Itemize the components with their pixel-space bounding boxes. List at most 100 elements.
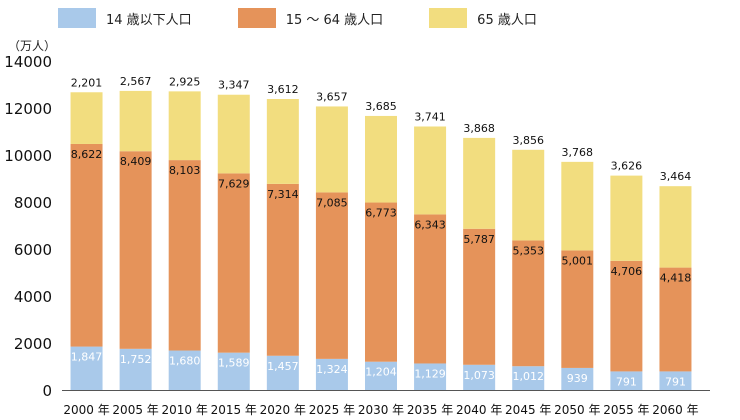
data-label-under-14: 1,847 xyxy=(71,351,103,364)
data-label-15-64: 8,409 xyxy=(120,155,152,168)
y-axis-unit-label: （万人） xyxy=(8,39,56,53)
bar-segment xyxy=(315,358,348,390)
data-label-under-14: 1,204 xyxy=(365,366,397,379)
bar-segment xyxy=(414,126,447,215)
bar-segment xyxy=(610,260,643,372)
y-tick-label: 0 xyxy=(42,382,52,400)
y-tick-label: 8000 xyxy=(14,194,52,212)
legend-swatch-15-64 xyxy=(237,8,276,28)
data-label-65-plus: 3,347 xyxy=(218,79,250,92)
bar-segment xyxy=(365,361,397,390)
data-label-15-64: 7,085 xyxy=(316,196,348,209)
data-label-under-14: 1,129 xyxy=(414,367,446,380)
bar-segment xyxy=(463,137,496,229)
data-label-15-64: 7,314 xyxy=(267,188,299,201)
chart-legend: 14 歳以下人口 15 ～ 64 歳人口 65 歳人口 xyxy=(58,8,583,28)
bar-segment xyxy=(610,371,643,390)
bar-segment xyxy=(70,143,103,347)
data-label-15-64: 5,001 xyxy=(562,254,594,267)
data-label-under-14: 791 xyxy=(665,375,686,388)
x-tick-label: 2010 年 xyxy=(162,403,208,417)
data-label-15-64: 6,343 xyxy=(414,218,446,231)
legend-item-under-14: 14 歳以下人口 xyxy=(58,8,192,28)
data-label-65-plus: 3,464 xyxy=(660,170,692,183)
bar-segment xyxy=(659,186,692,268)
bar-segment xyxy=(266,355,299,390)
legend-label-15-64: 15 ～ 64 歳人口 xyxy=(285,12,384,28)
bar-segment xyxy=(512,240,545,367)
data-label-65-plus: 3,741 xyxy=(414,110,446,123)
y-tick-label: 12000 xyxy=(4,100,52,118)
y-tick-label: 6000 xyxy=(14,241,52,259)
data-label-65-plus: 3,685 xyxy=(365,100,397,113)
x-tick-label: 2015 年 xyxy=(211,403,257,417)
bar-segment xyxy=(266,98,299,184)
bar-segment xyxy=(365,202,397,362)
bar-segment xyxy=(561,367,594,390)
x-tick-label: 2005 年 xyxy=(112,403,158,417)
bar-segment xyxy=(168,91,201,161)
x-tick-label: 2045 年 xyxy=(505,403,551,417)
bar-segment xyxy=(315,192,348,359)
data-label-under-14: 1,012 xyxy=(512,370,544,383)
legend-item-15-64: 15 ～ 64 歳人口 xyxy=(237,8,384,28)
bar-segment xyxy=(512,149,545,241)
data-label-under-14: 1,073 xyxy=(463,369,495,382)
data-label-65-plus: 3,856 xyxy=(512,134,544,147)
data-label-65-plus: 3,626 xyxy=(611,160,643,173)
bar-segment xyxy=(217,94,250,174)
data-label-65-plus: 2,201 xyxy=(71,76,103,89)
y-tick-label: 2000 xyxy=(14,335,52,353)
x-tick-label: 2055 年 xyxy=(603,403,649,417)
x-tick-label: 2030 年 xyxy=(358,403,404,417)
data-label-under-14: 1,680 xyxy=(169,355,201,368)
x-tick-label: 2035 年 xyxy=(407,403,453,417)
bar-segment xyxy=(659,267,692,372)
bar-segment xyxy=(119,90,152,152)
bar-segment xyxy=(463,364,496,390)
bar-segment xyxy=(119,151,152,349)
bar-segment xyxy=(463,228,496,365)
data-label-under-14: 791 xyxy=(616,375,637,388)
data-label-15-64: 5,353 xyxy=(512,244,544,257)
data-label-15-64: 8,103 xyxy=(169,164,201,177)
bar-segment xyxy=(414,363,447,390)
x-tick-label: 2025 年 xyxy=(309,403,355,417)
bar-segment xyxy=(217,352,250,390)
bar-segment xyxy=(365,115,397,203)
data-label-15-64: 4,706 xyxy=(611,265,643,278)
x-tick-label: 2050 年 xyxy=(554,403,600,417)
data-label-under-14: 1,324 xyxy=(316,363,348,376)
data-label-under-14: 1,752 xyxy=(120,353,152,366)
data-label-65-plus: 3,657 xyxy=(316,90,348,103)
bar-segment xyxy=(119,348,152,390)
bar-segment xyxy=(561,250,594,368)
bar-segment xyxy=(561,161,594,251)
bar-segment xyxy=(168,350,201,390)
x-tick-label: 2040 年 xyxy=(456,403,502,417)
data-label-15-64: 7,629 xyxy=(218,177,250,190)
bar-segment xyxy=(659,371,692,390)
bar-segment xyxy=(168,160,201,351)
legend-swatch-65-plus xyxy=(429,8,468,28)
bar-segment xyxy=(217,173,250,353)
x-tick-label: 2020 年 xyxy=(260,403,306,417)
bar-segment xyxy=(266,183,299,356)
bar-segment xyxy=(512,366,545,390)
data-label-65-plus: 3,612 xyxy=(267,83,299,96)
legend-item-65-plus: 65 歳人口 xyxy=(429,8,537,28)
data-label-under-14: 1,589 xyxy=(218,357,250,370)
y-tick-label: 10000 xyxy=(4,147,52,165)
data-label-65-plus: 3,868 xyxy=(463,122,495,135)
data-label-65-plus: 3,768 xyxy=(562,146,594,159)
bar-segment xyxy=(610,175,643,261)
legend-label-under-14: 14 歳以下人口 xyxy=(106,12,192,28)
bar-segment xyxy=(70,346,103,390)
x-tick-label: 2000 年 xyxy=(63,403,109,417)
data-label-under-14: 939 xyxy=(567,372,588,385)
data-label-15-64: 8,622 xyxy=(71,148,103,161)
legend-swatch-under-14 xyxy=(58,8,96,28)
x-tick-label: 2060 年 xyxy=(652,403,698,417)
data-label-65-plus: 2,567 xyxy=(120,75,152,88)
data-label-15-64: 5,787 xyxy=(463,233,495,246)
